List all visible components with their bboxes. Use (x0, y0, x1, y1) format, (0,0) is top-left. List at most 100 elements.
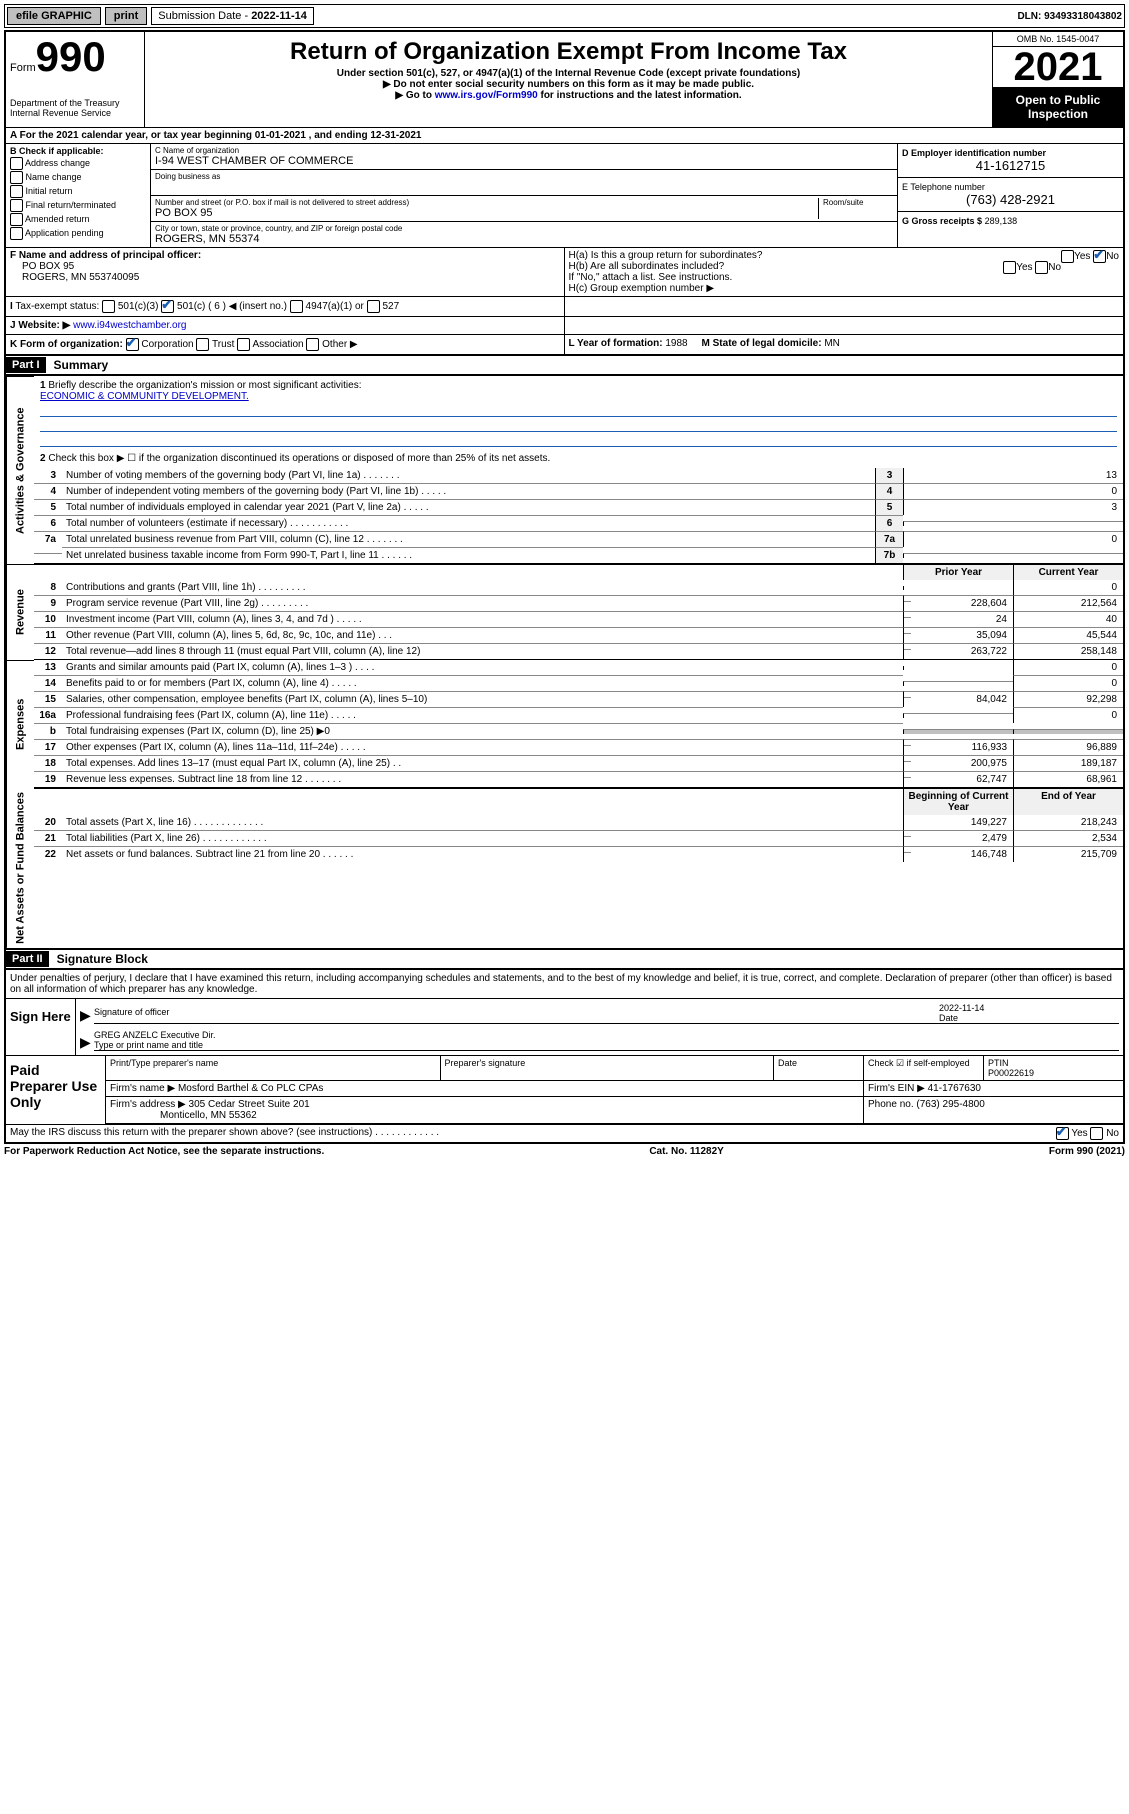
firm-name-row: Firm's name ▶ Mosford Barthel & Co PLC C… (106, 1081, 863, 1097)
check-name-change[interactable]: Name change (10, 171, 146, 184)
tax-year-line: A For the 2021 calendar year, or tax yea… (6, 128, 1123, 144)
summary-line: 18Total expenses. Add lines 13–17 (must … (34, 755, 1123, 771)
vlabel-governance: Activities & Governance (6, 376, 34, 564)
check-application-pending[interactable]: Application pending (10, 227, 146, 240)
summary-line: 11Other revenue (Part VIII, column (A), … (34, 627, 1123, 643)
summary-line: 5Total number of individuals employed in… (34, 499, 1123, 515)
tax-year: 2021 (993, 47, 1123, 87)
firm-ein-row: Firm's EIN ▶ 41-1767630 (863, 1081, 1123, 1097)
check-address-change[interactable]: Address change (10, 157, 146, 170)
officer-name-field[interactable]: GREG ANZELC Executive Dir.Type or print … (94, 1030, 1119, 1051)
phone-value: (763) 428-2921 (902, 192, 1119, 207)
summary-line: 16aProfessional fundraising fees (Part I… (34, 707, 1123, 723)
prep-date-header: Date (773, 1056, 863, 1081)
summary-line: Net unrelated business taxable income fr… (34, 547, 1123, 563)
check-amended-return[interactable]: Amended return (10, 213, 146, 226)
dln-field: DLN: 93493318043802 (1017, 11, 1122, 22)
subtitle-3: ▶ Go to www.irs.gov/Form990 for instruct… (151, 90, 986, 101)
summary-table: Activities & Governance 1 Briefly descri… (4, 376, 1125, 950)
c-name-label: C Name of organization (155, 146, 893, 155)
col-prior-year: Prior Year (903, 564, 1013, 580)
prep-sig-header: Preparer's signature (440, 1056, 774, 1081)
city-label: City or town, state or province, country… (155, 224, 893, 233)
paperwork-notice: For Paperwork Reduction Act Notice, see … (4, 1146, 324, 1157)
gross-receipts: 289,138 (985, 216, 1018, 226)
d-ein-label: D Employer identification number (902, 148, 1046, 158)
signature-date-field[interactable]: 2022-11-14Date (939, 1003, 1119, 1024)
room-suite-label: Room/suite (819, 198, 893, 219)
form-ref: Form 990 (2021) (1049, 1146, 1125, 1157)
paid-preparer-label: Paid Preparer Use Only (6, 1056, 106, 1124)
form-word: Form (10, 62, 36, 74)
title-box: Return of Organization Exempt From Incom… (145, 32, 992, 127)
part2-label: Part II (6, 951, 49, 967)
page-footer: For Paperwork Reduction Act Notice, see … (4, 1144, 1125, 1159)
firm-address-row: Firm's address ▶ 305 Cedar Street Suite … (106, 1097, 863, 1124)
part2-title: Signature Block (49, 950, 156, 968)
signature-arrow-icon: ▶ (80, 1007, 94, 1024)
group-return-h: H(a) Is this a group return for subordin… (565, 248, 1124, 296)
penalty-statement: Under penalties of perjury, I declare th… (6, 970, 1123, 999)
mission-text: ECONOMIC & COMMUNITY DEVELOPMENT. (40, 391, 249, 402)
submission-date-value: 2022-11-14 (251, 10, 307, 22)
year-box: OMB No. 1545-0047 2021 Open to Public In… (992, 32, 1123, 127)
col-begin-year: Beginning of Current Year (903, 788, 1013, 815)
summary-line: 13Grants and similar amounts paid (Part … (34, 660, 1123, 675)
org-name: I-94 WEST CHAMBER OF COMMERCE (155, 155, 893, 167)
top-toolbar: efile GRAPHIC print Submission Date - 20… (4, 4, 1125, 28)
check-final-return[interactable]: Final return/terminated (10, 199, 146, 212)
org-website-link[interactable]: www.i94westchamber.org (73, 320, 186, 331)
summary-line: 3Number of voting members of the governi… (34, 468, 1123, 483)
netassets-section: Beginning of Current Year End of Year 20… (34, 788, 1123, 948)
form-number: 990 (36, 33, 106, 80)
dept-treasury: Department of the Treasury (10, 98, 140, 108)
signature-block: Under penalties of perjury, I declare th… (4, 970, 1125, 1144)
summary-line: 20Total assets (Part X, line 16) . . . .… (34, 815, 1123, 830)
irs-form990-link[interactable]: www.irs.gov/Form990 (435, 90, 538, 101)
dln-value: 93493318043802 (1044, 11, 1122, 22)
officer-addr1: PO BOX 95 (22, 261, 560, 272)
form-of-org: K Form of organization: Corporation Trus… (6, 335, 565, 354)
dba-label: Doing business as (155, 172, 893, 181)
irs-label: Internal Revenue Service (10, 108, 140, 118)
signature-of-officer-field[interactable]: Signature of officer (94, 1007, 939, 1024)
city-value: ROGERS, MN 55374 (155, 233, 893, 245)
governance-section: 1 Briefly describe the organization's mi… (34, 376, 1123, 564)
form-title: Return of Organization Exempt From Incom… (151, 38, 986, 66)
summary-line: 6Total number of volunteers (estimate if… (34, 515, 1123, 531)
principal-officer: F Name and address of principal officer:… (6, 248, 565, 296)
firm-phone-row: Phone no. (763) 295-4800 (863, 1097, 1123, 1124)
print-button[interactable]: print (105, 7, 147, 25)
form-990-box: Form990 Department of the Treasury Inter… (6, 32, 145, 127)
col-current-year: Current Year (1013, 564, 1123, 580)
prep-ptin: PTINP00022619 (983, 1056, 1123, 1081)
discuss-row: May the IRS discuss this return with the… (6, 1124, 1123, 1142)
ha-label: H(a) Is this a group return for subordin… (569, 250, 763, 261)
summary-line: 17Other expenses (Part IX, column (A), l… (34, 739, 1123, 755)
cat-number: Cat. No. 11282Y (649, 1146, 723, 1157)
summary-line: 7aTotal unrelated business revenue from … (34, 531, 1123, 547)
summary-line: 12Total revenue—add lines 8 through 11 (… (34, 643, 1123, 659)
summary-line: bTotal fundraising expenses (Part IX, co… (34, 723, 1123, 739)
b-label: B Check if applicable: (10, 146, 104, 156)
efile-graphic-button[interactable]: efile GRAPHIC (7, 7, 101, 25)
vlabel-revenue: Revenue (6, 564, 34, 660)
preparer-table: Print/Type preparer's name Preparer's si… (106, 1056, 1123, 1081)
check-initial-return[interactable]: Initial return (10, 185, 146, 198)
hb-label: H(b) Are all subordinates included? (569, 261, 725, 272)
col-d-ein: D Employer identification number 41-1612… (898, 144, 1123, 247)
part1-header: Part I Summary (4, 356, 1125, 376)
summary-line: 10Investment income (Part VIII, column (… (34, 611, 1123, 627)
entity-info-section: A For the 2021 calendar year, or tax yea… (4, 127, 1125, 356)
summary-line: 4Number of independent voting members of… (34, 483, 1123, 499)
f-label: F Name and address of principal officer: (10, 250, 201, 261)
col-b-checks: B Check if applicable: Address change Na… (6, 144, 151, 247)
summary-line: 19Revenue less expenses. Subtract line 1… (34, 771, 1123, 787)
street-value: PO BOX 95 (155, 207, 814, 219)
summary-line: 15Salaries, other compensation, employee… (34, 691, 1123, 707)
tax-exempt-status: I Tax-exempt status: 501(c)(3) 501(c) ( … (6, 297, 565, 316)
ein-value: 41-1612715 (902, 158, 1119, 173)
col-end-year: End of Year (1013, 788, 1123, 815)
submission-date-field: Submission Date - 2022-11-14 (151, 7, 314, 25)
subtitle-2: ▶ Do not enter social security numbers o… (151, 79, 986, 90)
